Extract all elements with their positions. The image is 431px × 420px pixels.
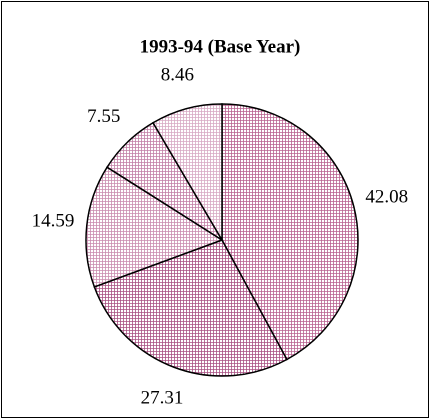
data-label: 42.08 xyxy=(365,187,408,208)
data-label: 7.55 xyxy=(87,106,120,127)
chart-title: 1993-94 (Base Year) xyxy=(140,36,301,57)
pie-slice xyxy=(93,239,288,377)
data-label: 14.59 xyxy=(32,210,75,231)
data-label: 27.31 xyxy=(141,387,184,408)
data-label: 8.46 xyxy=(161,64,194,85)
pie-slice xyxy=(221,103,359,361)
pie-slice xyxy=(152,103,223,243)
pie-slice xyxy=(85,166,224,288)
